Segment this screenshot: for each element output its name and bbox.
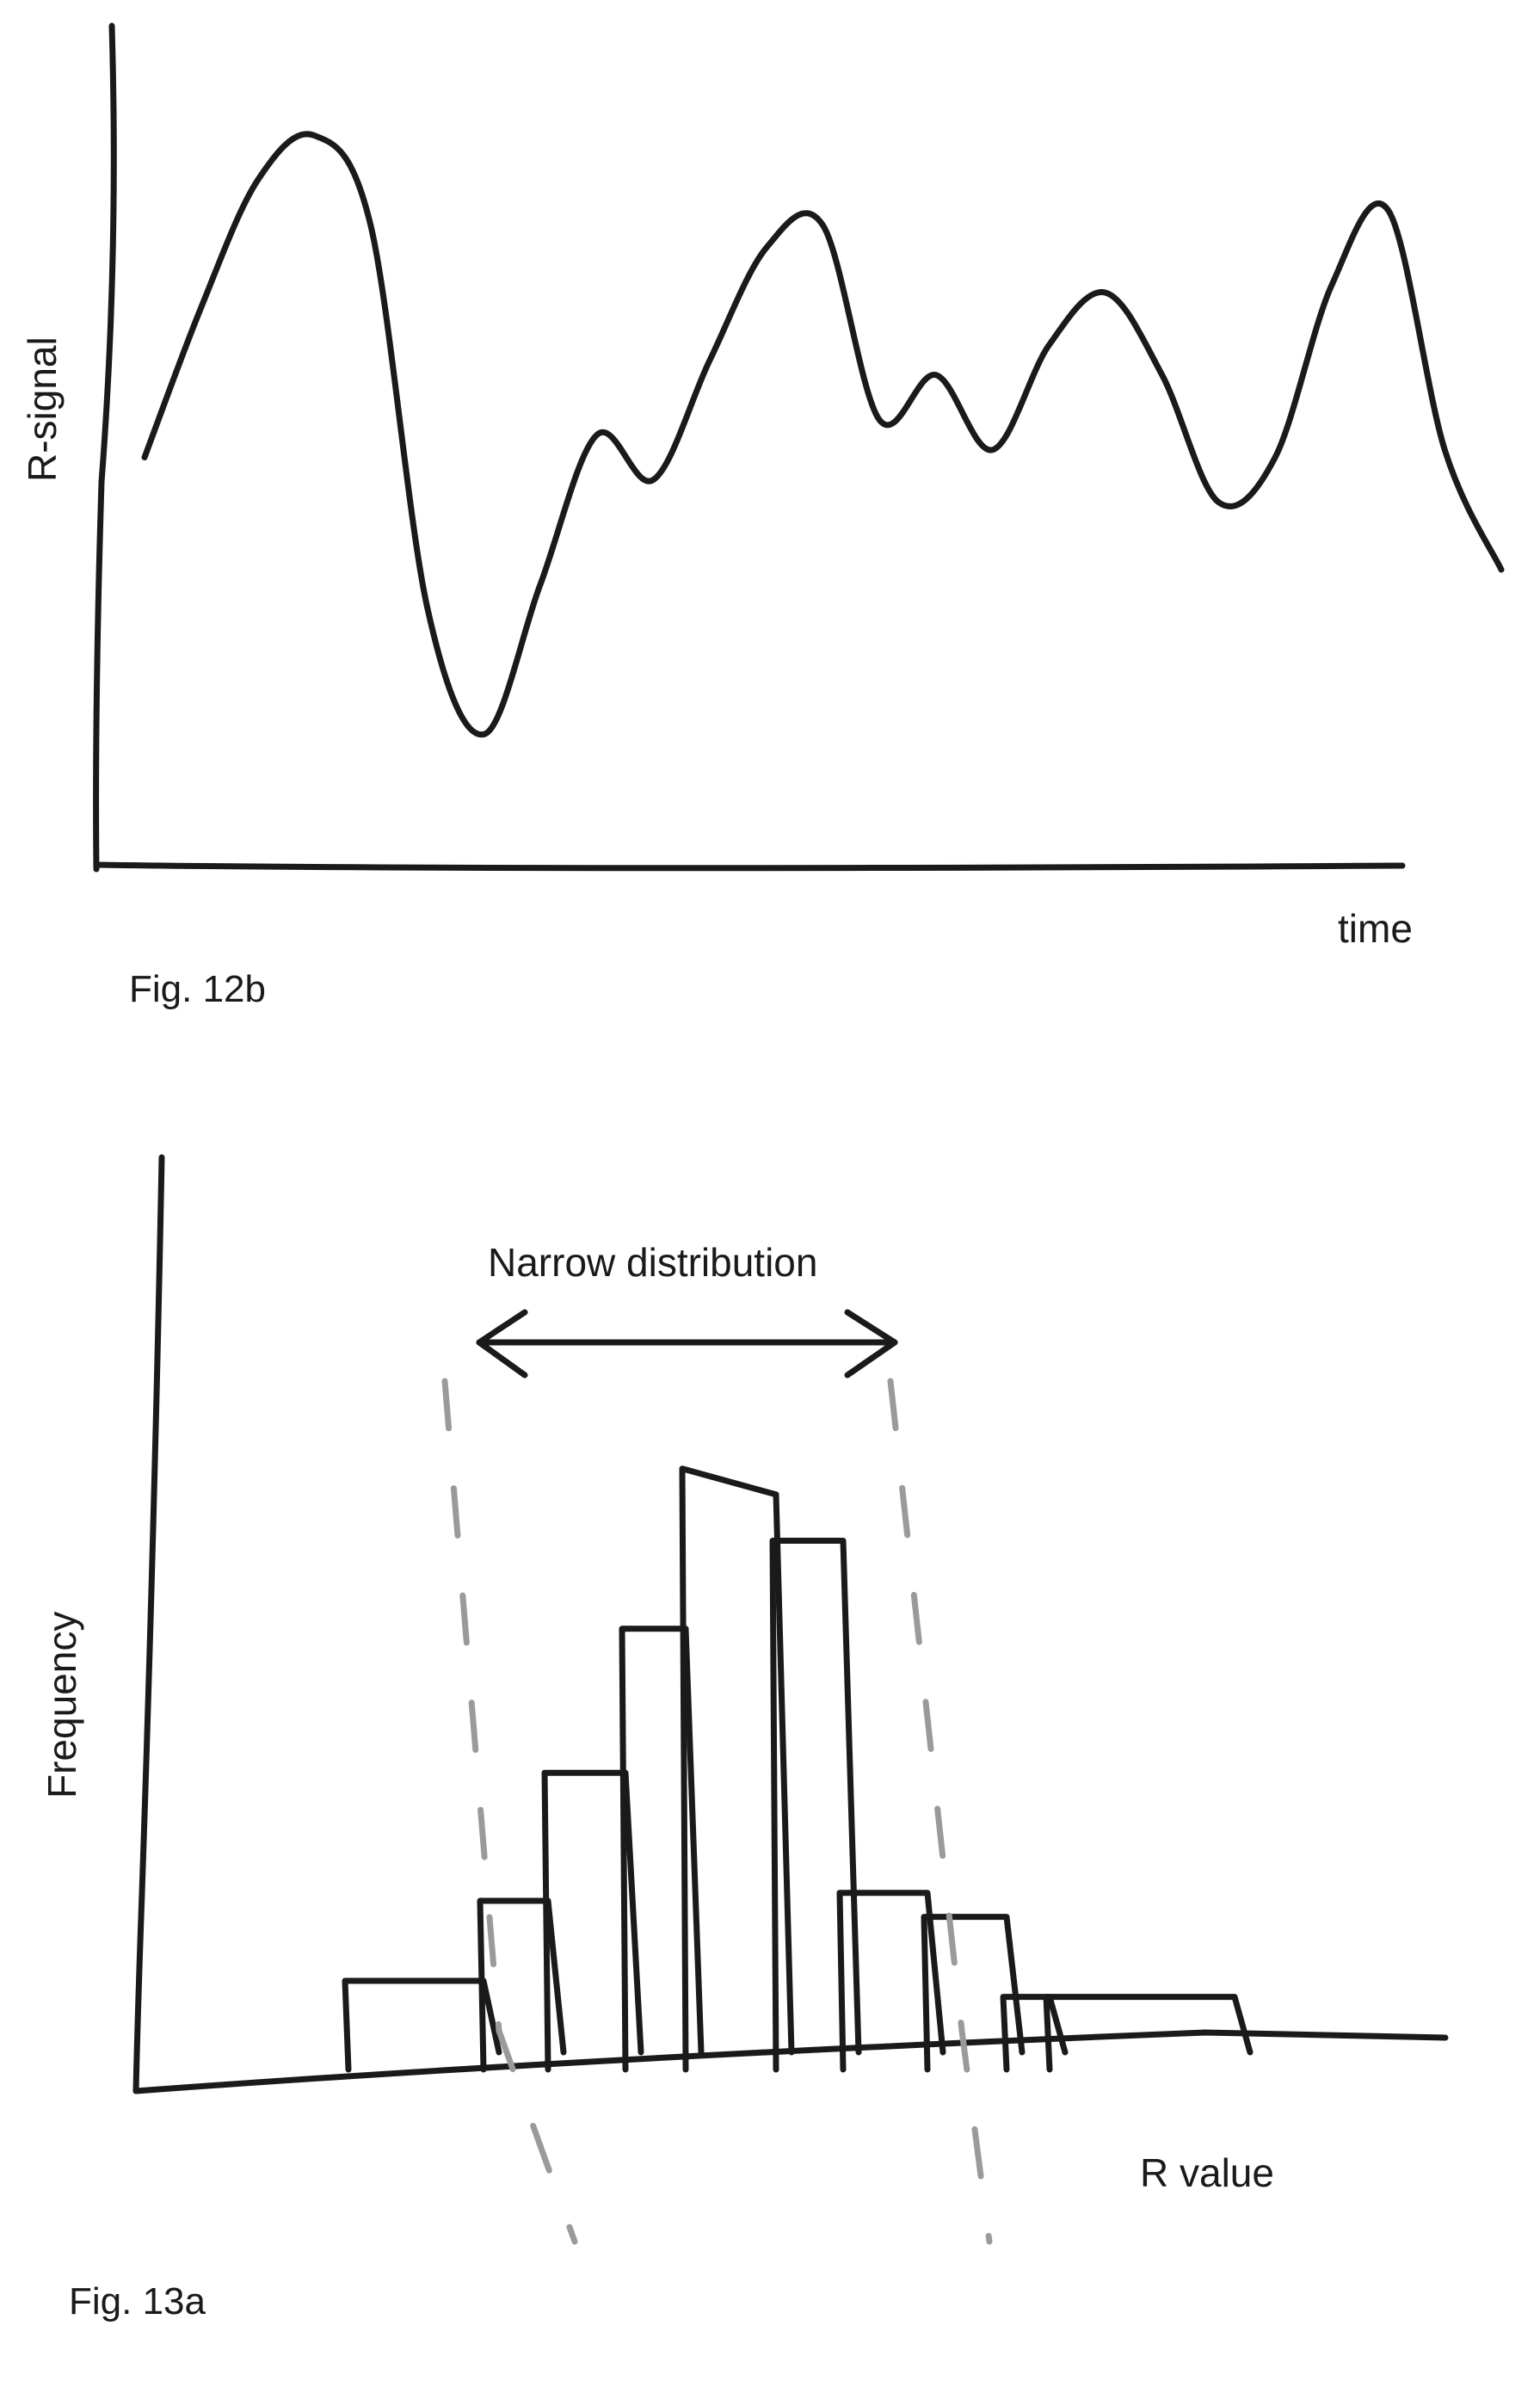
histogram-bar xyxy=(477,1897,567,2073)
y-axis-label: Frequency xyxy=(40,1611,84,1798)
line-chart-r-signal xyxy=(93,22,1505,873)
x-axis xyxy=(93,861,1406,872)
histogram-bar xyxy=(679,1465,795,2073)
figure-caption: Fig. 12b xyxy=(129,968,266,1010)
histogram-bar xyxy=(769,1538,862,2073)
histogram-bar xyxy=(921,1914,1026,2073)
annotation-narrow-distribution: Narrow distribution xyxy=(488,1240,818,1285)
histogram-bar xyxy=(541,1769,644,2073)
histogram-bar xyxy=(1000,1994,1069,2073)
histogram-bar xyxy=(342,1977,502,2073)
y-axis-label: R-signal xyxy=(20,336,65,482)
histogram-bar xyxy=(619,1625,705,2073)
figure-13a: Narrow distribution Frequency R value Fi… xyxy=(0,1067,1540,2381)
x-axis-label: R value xyxy=(1140,2150,1274,2195)
histogram-r-value xyxy=(132,1154,1449,2245)
range-arrow-left-head xyxy=(476,1309,528,1379)
range-boundary-right xyxy=(887,1378,993,2245)
y-axis xyxy=(132,1154,165,2094)
histogram-bar xyxy=(1043,1994,1254,2073)
range-arrow-right-head xyxy=(844,1309,898,1379)
range-boundary-left xyxy=(441,1378,578,2245)
histogram-bar xyxy=(836,1890,946,2073)
series-line xyxy=(141,131,1505,737)
y-axis xyxy=(93,22,117,873)
x-axis-label: time xyxy=(1338,906,1413,951)
figure-caption: Fig. 13a xyxy=(69,2280,206,2322)
figure-12b: R-signal time Fig. 12b xyxy=(0,0,1540,1067)
